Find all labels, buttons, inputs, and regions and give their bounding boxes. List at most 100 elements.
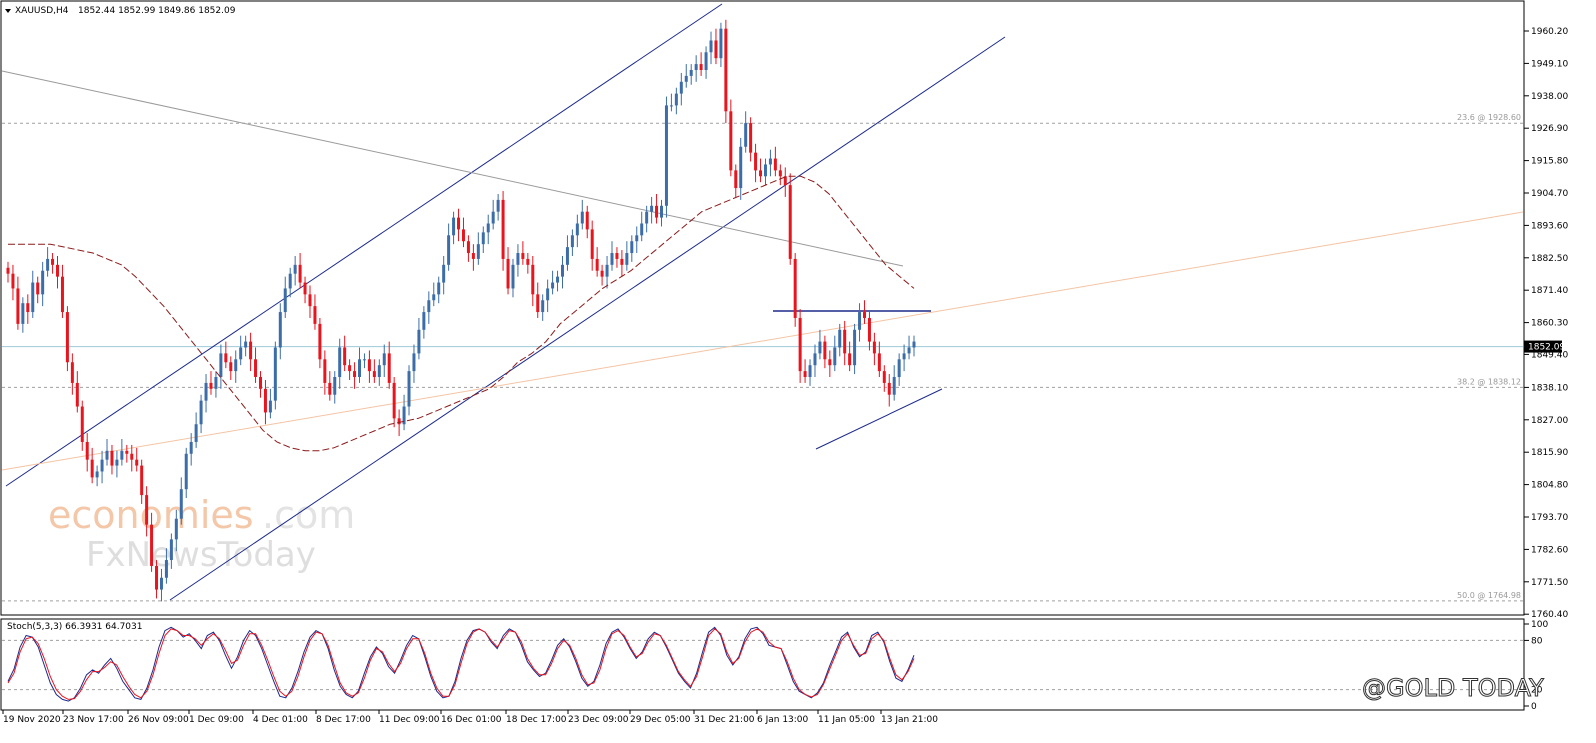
candle-body — [120, 450, 124, 460]
candle-body — [353, 371, 357, 378]
stochastic-indicator: 100 80 20 0 — [2, 620, 1548, 712]
time-tick-label: 11 Jan 05:00 — [818, 715, 875, 725]
price-tick-label: 1860.30 — [1531, 319, 1568, 329]
price-tick-label: 1838.10 — [1531, 383, 1568, 393]
candle-body — [447, 235, 451, 265]
candle-body — [184, 453, 188, 490]
candle-body — [110, 450, 114, 466]
candle-body — [105, 450, 109, 460]
candle-body — [303, 282, 307, 295]
candle-body — [60, 276, 64, 313]
time-tick-label: 26 Nov 09:00 — [128, 715, 189, 725]
candle-body — [372, 371, 376, 378]
stoch-tick-label: 100 — [1531, 620, 1548, 630]
candle-body — [511, 264, 515, 289]
candle-body — [402, 406, 406, 425]
candle-body — [521, 253, 525, 259]
price-tick-label: 1760.40 — [1531, 610, 1568, 620]
candle-body — [56, 264, 60, 277]
candle-body — [278, 312, 282, 348]
candle-body — [882, 371, 886, 383]
moving-average-line — [8, 175, 915, 452]
fib-level-label: 50.0 @ 1764.98 — [1457, 591, 1521, 600]
candle-body — [556, 276, 560, 283]
candle-body — [229, 362, 233, 372]
time-tick-label: 8 Dec 17:00 — [316, 715, 371, 725]
watermark-fxnewstoday: FxNewsToday — [86, 535, 316, 575]
candle-body — [412, 353, 416, 372]
candle-body — [734, 170, 738, 189]
candle-body — [11, 273, 15, 289]
candle-body — [610, 253, 614, 265]
candle-body — [570, 235, 574, 248]
candle-body — [471, 253, 475, 259]
candle-body — [536, 294, 540, 313]
candle-body — [362, 359, 366, 361]
candle-body — [689, 69, 693, 76]
gold-today-text: @GOLD TODAY — [1362, 674, 1544, 702]
candle-body — [328, 382, 332, 395]
candle-body — [669, 105, 673, 107]
stoch-panel-border — [0, 618, 1525, 711]
candle-body — [387, 353, 391, 383]
candle-body — [605, 264, 609, 277]
candle-body — [664, 105, 668, 206]
candle-body — [808, 365, 812, 378]
moving-average-path — [8, 175, 915, 452]
candle-body — [145, 495, 149, 525]
candle-body — [615, 253, 619, 259]
candle-body — [179, 489, 183, 519]
time-tick-label: 6 Jan 13:00 — [757, 715, 809, 725]
candle-body — [249, 341, 253, 360]
candle-body — [457, 217, 461, 230]
time-tick-label: 31 Dec 21:00 — [694, 715, 755, 725]
candle-body — [625, 253, 629, 265]
price-tick-label: 1782.60 — [1531, 545, 1568, 555]
candle-body — [338, 347, 342, 378]
price-tick-label: 1915.80 — [1531, 157, 1568, 167]
candle-body — [125, 450, 129, 454]
candle-body — [159, 577, 163, 590]
stoch-header: Stoch(5,3,3) 66.3931 64.7031 — [7, 622, 142, 632]
time-tick-label: 4 Dec 01:00 — [253, 715, 308, 725]
candle-body — [551, 282, 555, 289]
candle-body — [273, 347, 277, 401]
candle-body — [422, 312, 426, 330]
price-tick-label: 1904.70 — [1531, 189, 1568, 199]
symbol-label: XAUUSD,H4 — [15, 6, 69, 16]
candle-body — [95, 471, 99, 478]
candle-body — [367, 359, 371, 372]
candle-body — [36, 282, 40, 295]
candle-body — [377, 365, 381, 378]
candle-body — [907, 347, 911, 354]
candle-body — [491, 211, 495, 224]
candle-body — [16, 288, 20, 324]
candle-body — [575, 223, 579, 236]
candle-body — [506, 258, 510, 289]
candle-body — [313, 306, 317, 324]
candle-body — [140, 465, 144, 496]
long-trendline — [1, 211, 1524, 471]
candle-body — [793, 258, 797, 318]
candle-body — [828, 359, 832, 366]
candle-body — [283, 288, 287, 313]
candle-body — [858, 312, 862, 330]
candle-body — [843, 329, 847, 354]
candle-body — [254, 359, 258, 378]
candle-body — [674, 93, 678, 106]
candle-body — [21, 303, 25, 324]
chart-header: XAUUSD,H4 1852.44 1852.99 1849.86 1852.0… — [5, 6, 236, 632]
price-tick-label: 1771.50 — [1531, 578, 1568, 588]
fib-level-label: 23.6 @ 1928.60 — [1457, 113, 1521, 122]
candle-body — [887, 382, 891, 395]
time-axis: 19 Nov 2020 23 Nov 17:00 26 Nov 09:00 1 Dec… — [2, 710, 938, 725]
candle-body — [773, 158, 777, 171]
candle-body — [788, 185, 792, 259]
candle-body — [26, 303, 30, 313]
candle-body — [333, 377, 337, 395]
candle-body — [823, 341, 827, 360]
candle-body — [580, 211, 584, 224]
candle-body — [293, 264, 297, 274]
candle-body — [204, 382, 208, 401]
triangle-down-icon[interactable] — [5, 9, 11, 13]
